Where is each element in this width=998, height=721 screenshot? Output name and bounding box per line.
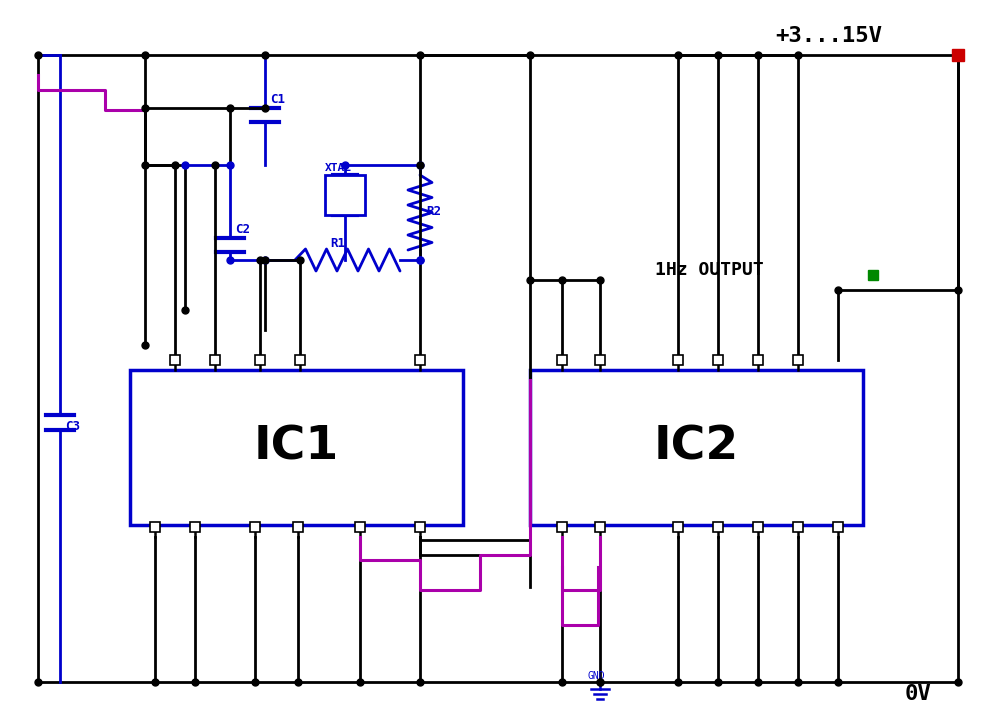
Bar xyxy=(255,355,265,365)
Bar xyxy=(595,522,605,532)
Bar xyxy=(713,522,723,532)
Bar xyxy=(833,522,843,532)
Text: C3: C3 xyxy=(65,420,80,433)
Text: C1: C1 xyxy=(270,93,285,106)
Bar xyxy=(557,522,567,532)
Text: +3...15V: +3...15V xyxy=(775,26,882,46)
Bar xyxy=(595,355,605,365)
Bar xyxy=(150,522,160,532)
Text: R1: R1 xyxy=(330,237,345,250)
Bar xyxy=(415,522,425,532)
Text: 0V: 0V xyxy=(905,684,932,704)
Bar xyxy=(355,522,365,532)
Text: IC2: IC2 xyxy=(654,425,740,470)
Bar xyxy=(295,355,305,365)
Bar xyxy=(793,355,803,365)
Text: IC1: IC1 xyxy=(253,425,339,470)
Text: R2: R2 xyxy=(426,205,441,218)
Bar xyxy=(130,370,463,525)
Bar xyxy=(673,522,683,532)
Bar xyxy=(673,355,683,365)
Bar xyxy=(250,522,260,532)
Bar xyxy=(190,522,200,532)
Bar xyxy=(415,355,425,365)
Text: XTAL: XTAL xyxy=(325,163,352,173)
Bar xyxy=(793,522,803,532)
Bar xyxy=(293,522,303,532)
Text: GND: GND xyxy=(588,671,606,681)
Bar xyxy=(530,370,863,525)
Bar xyxy=(557,355,567,365)
Bar xyxy=(170,355,180,365)
Text: 1Hz OUTPUT: 1Hz OUTPUT xyxy=(655,261,763,279)
Bar xyxy=(325,175,365,215)
Bar xyxy=(753,355,763,365)
Text: www.electroniccircuits.com: www.electroniccircuits.com xyxy=(180,390,409,514)
Bar xyxy=(753,522,763,532)
Bar xyxy=(210,355,220,365)
Bar xyxy=(713,355,723,365)
Text: C2: C2 xyxy=(235,223,250,236)
